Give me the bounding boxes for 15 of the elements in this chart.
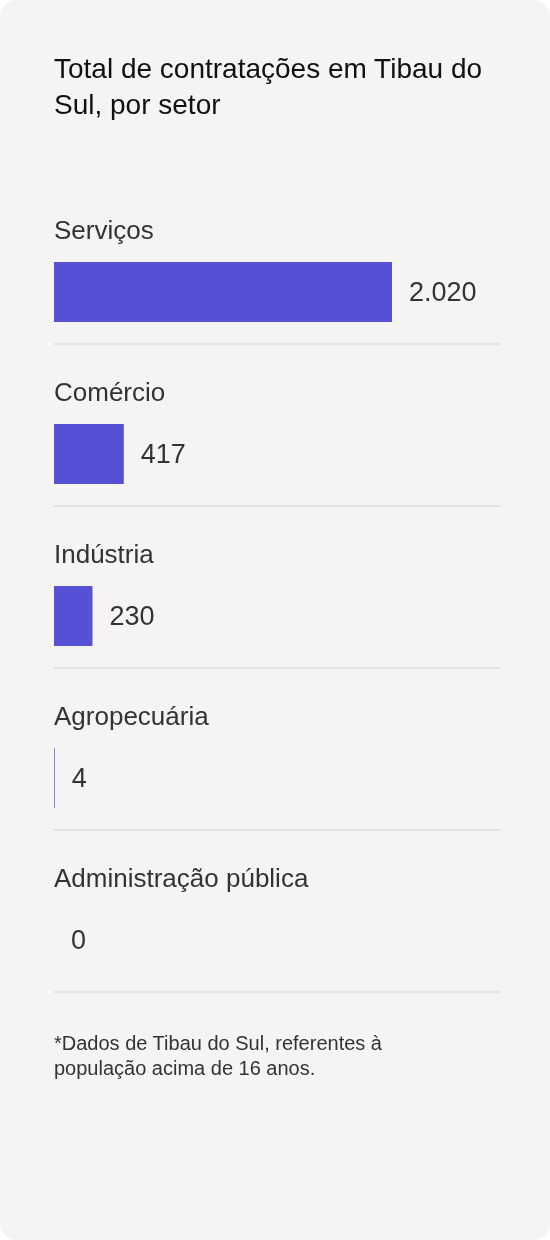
y-tick-label: Comércio xyxy=(54,377,166,407)
bar xyxy=(54,424,124,484)
bar xyxy=(54,262,392,322)
bar xyxy=(54,586,93,646)
y-tick-label: Agropecuária xyxy=(54,701,210,731)
data-label: 230 xyxy=(109,601,155,631)
y-tick-label: Serviços xyxy=(54,215,154,245)
y-tick-label: Administração pública xyxy=(54,863,309,893)
y-tick-label: Indústria xyxy=(54,539,155,569)
data-label: 2.020 xyxy=(409,277,477,307)
data-label: 417 xyxy=(140,439,186,469)
chart-title: Total de contratações em Tibau do Sul, por setor xyxy=(54,52,483,120)
data-label: 0 xyxy=(71,925,87,955)
data-label: 4 xyxy=(71,763,87,793)
text: *Dados de Tibau do Sul, referentes à população acima de 16 anos. xyxy=(54,1031,383,1079)
